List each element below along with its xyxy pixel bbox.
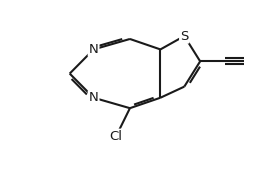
Text: S: S	[180, 30, 188, 42]
Text: Cl: Cl	[109, 130, 122, 143]
Text: N: N	[89, 43, 99, 56]
Text: N: N	[89, 91, 99, 104]
